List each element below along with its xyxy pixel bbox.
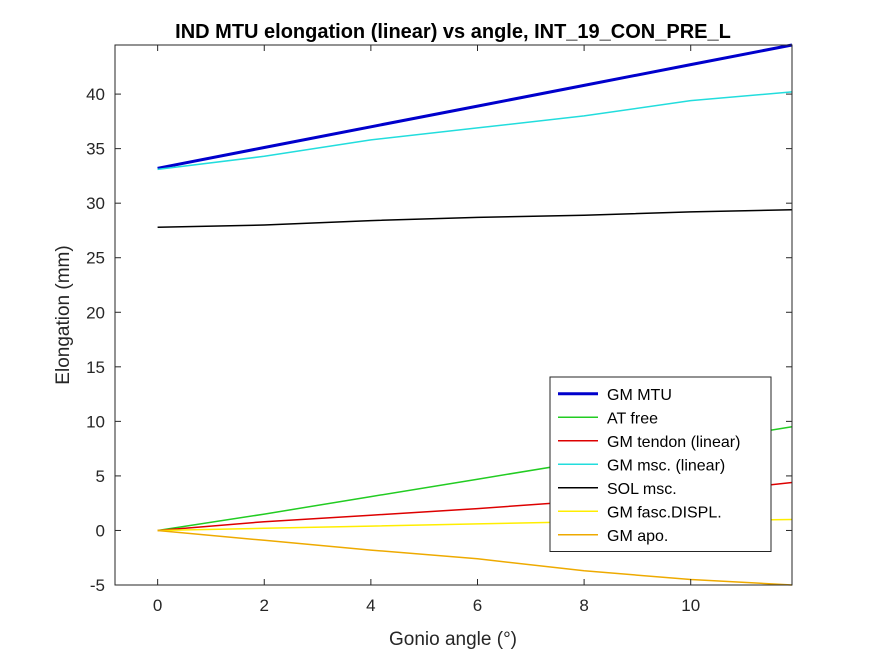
legend-label-4: SOL msc. (607, 481, 677, 498)
legend-label-0: GM MTU (607, 387, 672, 404)
legend-label-6: GM apo. (607, 528, 668, 545)
legend-label-2: GM tendon (linear) (607, 434, 740, 451)
y-axis-title: Elongation (mm) (53, 245, 74, 384)
y-tick-label-7: 30 (86, 194, 105, 213)
y-tick-label-8: 35 (86, 140, 105, 159)
x-tick-label-4: 8 (579, 596, 588, 615)
series-line-4 (157, 208, 793, 228)
y-tick-label-0: -5 (90, 576, 105, 595)
legend-label-3: GM msc. (linear) (607, 457, 725, 474)
y-tick-label-1: 0 (96, 521, 105, 540)
axes-layer: 0 2 4 6 8 10 -5 0 5 10 15 20 25 30 35 40 (86, 44, 793, 615)
y-tick-label-9: 40 (86, 85, 105, 104)
y-tick-label-6: 25 (86, 249, 105, 268)
y-tick-label-2: 5 (96, 467, 105, 486)
x-tick-label-0: 0 (153, 596, 162, 615)
x-tick-label-2: 4 (366, 596, 375, 615)
series-line-3 (157, 91, 793, 171)
series-line-0 (157, 43, 793, 170)
x-tick-label-5: 10 (681, 596, 700, 615)
x-tick-label-1: 2 (260, 596, 269, 615)
legend: GM MTU AT free GM tendon (linear) GM msc. (… (549, 376, 772, 552)
chart-title: IND MTU elongation (linear) vs angle, IN… (175, 21, 731, 43)
plot-frame (114, 44, 793, 586)
legend-label-1: AT free (607, 410, 658, 427)
y-tick-label-5: 20 (86, 303, 105, 322)
x-tick-label-3: 6 (473, 596, 482, 615)
x-axis-title: Gonio angle (°) (389, 629, 517, 650)
y-tick-label-3: 10 (86, 412, 105, 431)
y-tick-label-4: 15 (86, 358, 105, 377)
legend-label-5: GM fasc.DISPL. (607, 504, 722, 521)
